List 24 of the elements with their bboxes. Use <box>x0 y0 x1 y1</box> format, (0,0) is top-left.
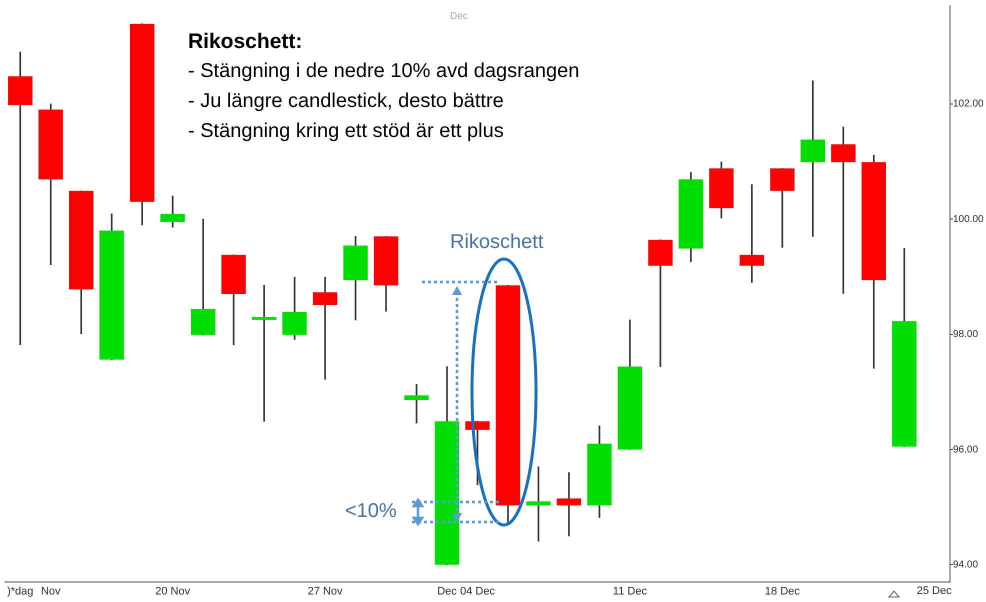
y-tick-label: 98.00 <box>953 329 978 340</box>
candlestick <box>404 384 429 424</box>
x-tick-label: 11 Dec <box>612 586 648 598</box>
x-tick-label: 27 Nov <box>308 586 344 598</box>
annotation: Dec <box>450 11 468 22</box>
text: 25 Dec <box>916 585 952 597</box>
x-tick-label: 20 Nov <box>155 586 191 598</box>
candlestick <box>556 472 582 536</box>
x-tick-label: )*dag <box>7 586 34 598</box>
y-tick-label: 94.00 <box>953 559 978 570</box>
x-tick-label: 18 Dec <box>764 586 800 598</box>
annotation: - Stängning i de nedre 10% avd dagsrangen <box>188 60 580 83</box>
text: Rikoschett: <box>188 30 302 54</box>
y-tick-label: 96.00 <box>953 444 978 456</box>
annotation: Rikoschett <box>450 231 544 254</box>
annotation: - Stängning kring ett stöd är ett plus <box>188 120 504 143</box>
y-tick-label: 100.00 <box>953 214 984 225</box>
candlestick <box>526 466 551 542</box>
x-tick-label: Nov <box>40 586 62 598</box>
y-tick-label: 102.00 <box>953 98 984 110</box>
annotation: <10% <box>345 500 397 523</box>
x-tick-label: 04 Dec <box>460 586 496 598</box>
x-tick-label: Dec <box>437 586 458 598</box>
annotation: - Ju längre candlestick, desto bättre <box>188 90 504 113</box>
